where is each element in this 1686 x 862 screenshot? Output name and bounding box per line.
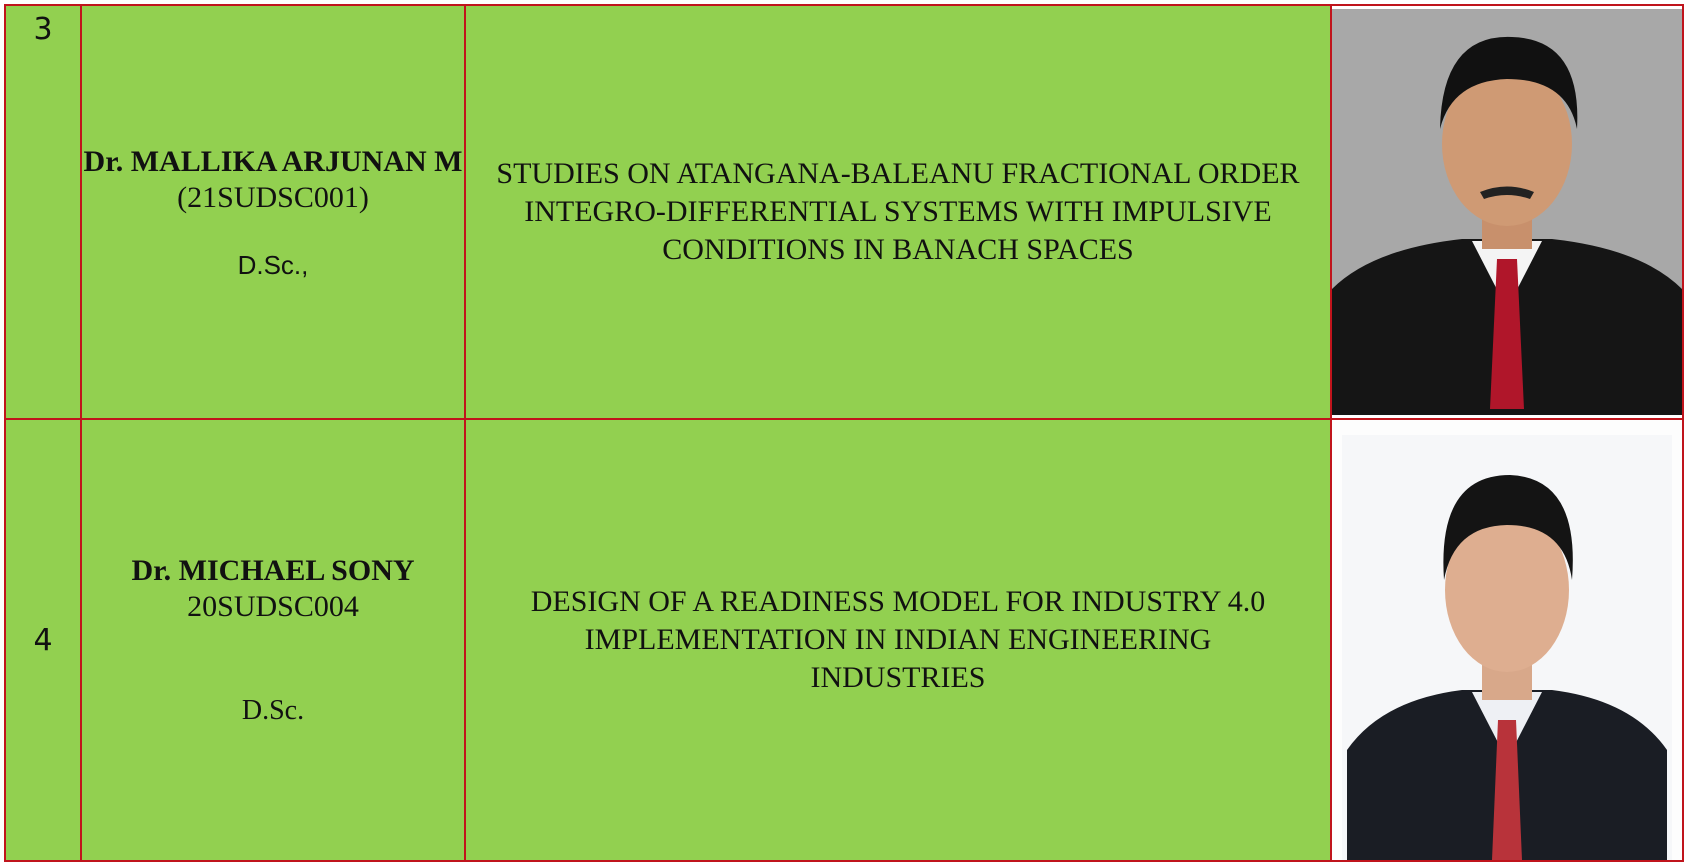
scholar-cell: Dr. MICHAEL SONY 20SUDSC004 D.Sc.	[80, 418, 466, 862]
scholar-name-block: Dr. MICHAEL SONY 20SUDSC004	[82, 553, 464, 625]
table-row: 4 Dr. MICHAEL SONY 20SUDSC004 D.Sc. DESIG…	[4, 418, 1684, 862]
photo	[1332, 420, 1682, 860]
scholar-name: Dr. MICHAEL SONY	[131, 554, 415, 587]
photo-cell	[1330, 418, 1684, 862]
row-number: 3	[4, 4, 82, 420]
photo-cell	[1330, 4, 1684, 420]
thesis-title: DESIGN OF A READINESS MODEL FOR INDUSTRY…	[464, 418, 1332, 862]
degree: D.Sc.,	[237, 249, 309, 280]
row-number: 4	[4, 418, 82, 862]
thesis-title: STUDIES ON ATANGANA-BALEANU FRACTIONAL O…	[464, 4, 1332, 420]
scholar-id: 20SUDSC004	[187, 590, 359, 623]
scholar-table: 3 Dr. MALLIKA ARJUNAN M (21SUDSC001) D.S…	[4, 4, 1684, 862]
scholar-name-block: Dr. MALLIKA ARJUNAN M (21SUDSC001)	[82, 144, 464, 216]
degree: D.Sc.	[241, 695, 305, 726]
table-row: 3 Dr. MALLIKA ARJUNAN M (21SUDSC001) D.S…	[4, 4, 1684, 420]
scholar-name: Dr. MALLIKA ARJUNAN M	[83, 144, 463, 178]
photo	[1332, 9, 1682, 415]
scholar-id: (21SUDSC001)	[177, 180, 369, 214]
scholar-cell: Dr. MALLIKA ARJUNAN M (21SUDSC001) D.Sc.…	[80, 4, 466, 420]
